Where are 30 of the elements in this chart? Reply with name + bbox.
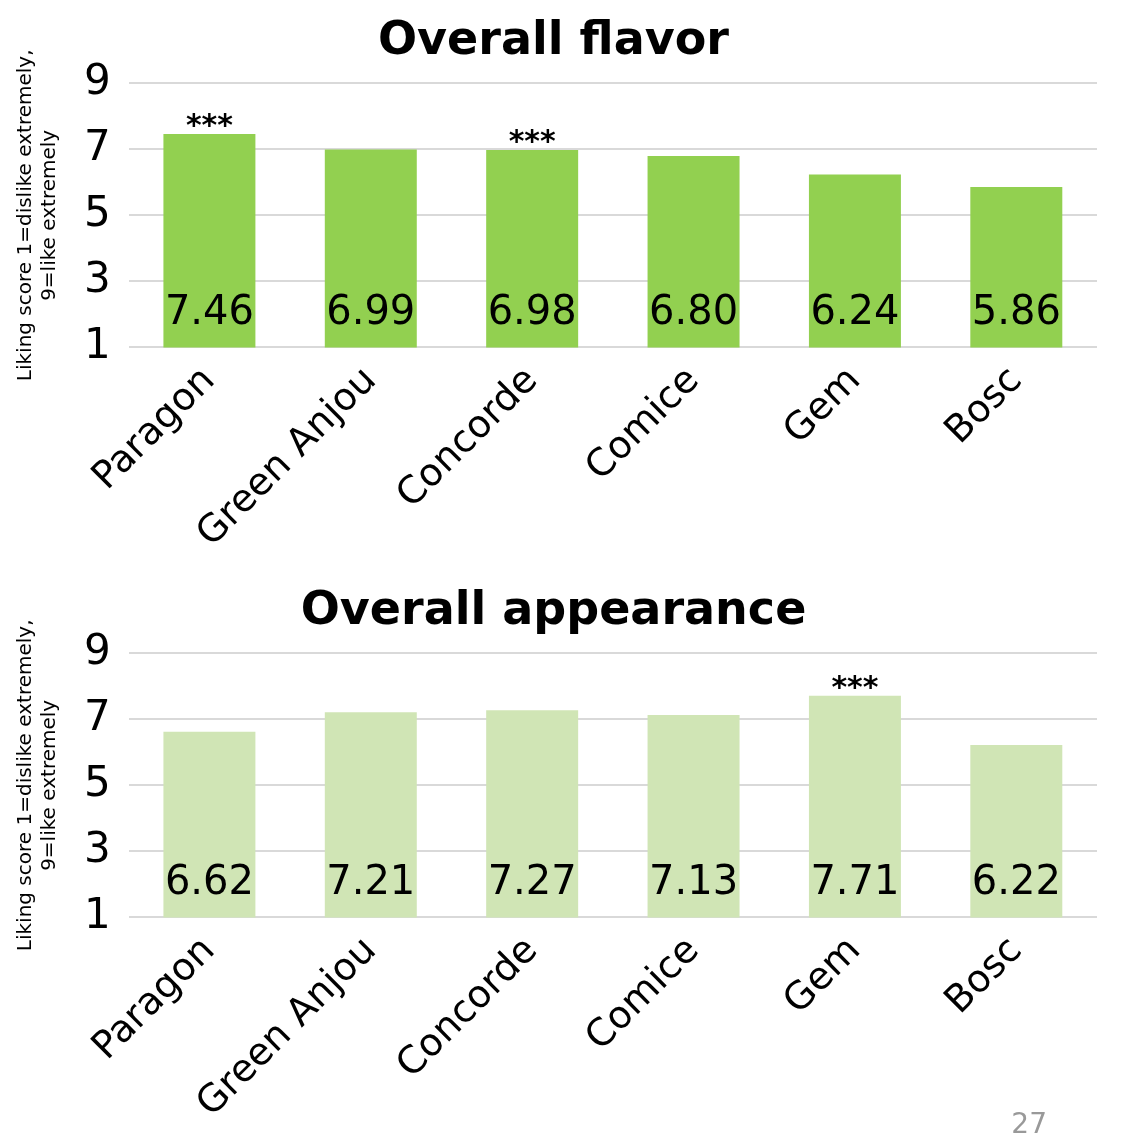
data-label: 7.71 (810, 856, 900, 903)
y-tick-label: 1 (83, 889, 111, 939)
text: 27 (1011, 1107, 1047, 1140)
y-tick-label: 3 (83, 253, 111, 303)
data-label: 6.99 (326, 286, 416, 333)
y-tick-label: 3 (83, 823, 111, 873)
data-label: 6.62 (164, 856, 254, 903)
y-axis-title: Liking score 1=dislike extremely, 9=like extremely (12, 49, 61, 382)
chart-title: Overall appearance (300, 580, 807, 635)
annotation: *** (185, 106, 234, 142)
y-tick-label: 7 (83, 691, 111, 741)
y-tick-label: 9 (83, 55, 111, 105)
y-tick-label: 5 (83, 757, 111, 807)
annotation: *** (508, 122, 557, 158)
data-label: 7.46 (164, 286, 254, 333)
data-label: 5.86 (971, 286, 1061, 333)
data-label: 6.80 (649, 286, 739, 333)
y-axis-title: Liking score 1=dislike extremely, 9=like extremely (12, 619, 61, 952)
data-label: 6.98 (487, 286, 577, 333)
data-label: 7.27 (487, 856, 577, 903)
chart-title: Overall flavor (378, 10, 730, 65)
data-label: 7.13 (649, 856, 739, 903)
data-label: 6.22 (971, 856, 1061, 903)
y-tick-label: 5 (83, 187, 111, 237)
y-tick-label: 7 (83, 121, 111, 171)
y-tick-label: 1 (83, 319, 111, 369)
data-label: 7.21 (326, 856, 416, 903)
y-tick-label: 9 (83, 625, 111, 675)
data-label: 6.24 (810, 286, 900, 333)
annotation: *** (831, 668, 879, 704)
